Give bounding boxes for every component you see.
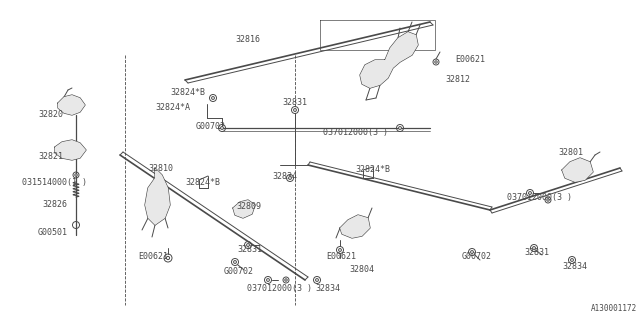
Text: 037012000(3 ): 037012000(3 ) [247, 284, 312, 293]
Circle shape [221, 127, 223, 129]
Text: 32824*A: 32824*A [155, 103, 190, 112]
Text: A130001172: A130001172 [591, 304, 637, 313]
Circle shape [532, 247, 536, 249]
Text: E00621: E00621 [138, 252, 168, 261]
Circle shape [212, 97, 214, 100]
Text: 32831: 32831 [524, 248, 549, 257]
Text: 031514000(1 ): 031514000(1 ) [22, 178, 87, 187]
Text: 32821: 32821 [38, 152, 63, 161]
Circle shape [339, 249, 341, 252]
Polygon shape [562, 158, 593, 182]
Text: 32804: 32804 [349, 265, 374, 274]
Text: 32834: 32834 [315, 284, 340, 293]
Polygon shape [55, 140, 86, 160]
Polygon shape [360, 32, 418, 88]
Text: 32810: 32810 [148, 164, 173, 173]
Text: 32816: 32816 [235, 35, 260, 44]
Circle shape [166, 256, 170, 260]
Polygon shape [58, 95, 85, 115]
Text: 32809: 32809 [236, 202, 261, 211]
Circle shape [294, 108, 296, 111]
Text: G00702: G00702 [462, 252, 492, 261]
Text: 32834: 32834 [272, 172, 297, 181]
Circle shape [285, 279, 287, 281]
Text: 32834: 32834 [562, 262, 587, 271]
Text: 32831: 32831 [237, 245, 262, 254]
Text: 32824*B: 32824*B [170, 88, 205, 97]
Text: 32801: 32801 [558, 148, 583, 157]
Text: 32824*B: 32824*B [355, 165, 390, 174]
Circle shape [571, 259, 573, 261]
Circle shape [529, 192, 531, 194]
Polygon shape [145, 168, 170, 225]
Text: 037012000(3 ): 037012000(3 ) [323, 128, 388, 137]
Circle shape [234, 260, 236, 263]
Circle shape [246, 244, 250, 246]
Text: G00702: G00702 [196, 122, 226, 131]
Text: E00621: E00621 [326, 252, 356, 261]
Text: 32826: 32826 [42, 200, 67, 209]
Circle shape [547, 199, 549, 201]
Circle shape [470, 251, 474, 253]
Circle shape [267, 279, 269, 281]
Text: E00621: E00621 [455, 55, 485, 64]
Circle shape [435, 61, 437, 63]
Text: 32831: 32831 [282, 98, 307, 107]
Text: 32824*B: 32824*B [185, 178, 220, 187]
Circle shape [399, 127, 401, 129]
Text: 32812: 32812 [445, 75, 470, 84]
Text: 037012000(3 ): 037012000(3 ) [507, 193, 572, 202]
Circle shape [75, 174, 77, 176]
Text: 32820: 32820 [38, 110, 63, 119]
Text: G00702: G00702 [224, 267, 254, 276]
Circle shape [289, 177, 291, 180]
Polygon shape [340, 215, 370, 238]
Circle shape [316, 279, 319, 281]
Polygon shape [233, 200, 255, 218]
Text: G00501: G00501 [38, 228, 68, 237]
